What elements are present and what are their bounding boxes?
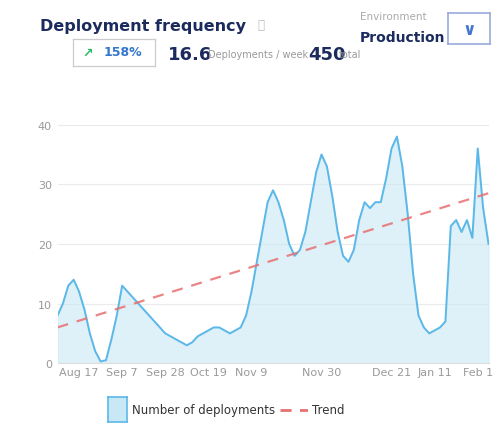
Text: ⓘ: ⓘ bbox=[258, 19, 264, 32]
Text: ↗: ↗ bbox=[82, 46, 93, 59]
Text: Deployments / week: Deployments / week bbox=[208, 50, 308, 60]
Text: 16.6: 16.6 bbox=[168, 46, 212, 64]
Text: total: total bbox=[339, 50, 361, 60]
Text: ∨: ∨ bbox=[462, 21, 475, 39]
Text: Deployment frequency: Deployment frequency bbox=[40, 19, 246, 34]
Text: 450: 450 bbox=[308, 46, 346, 64]
Text: Environment: Environment bbox=[360, 12, 426, 22]
Text: 158%: 158% bbox=[104, 46, 142, 59]
Text: Trend: Trend bbox=[312, 403, 345, 416]
Text: Production: Production bbox=[360, 31, 446, 45]
Text: Number of deployments: Number of deployments bbox=[132, 403, 274, 416]
